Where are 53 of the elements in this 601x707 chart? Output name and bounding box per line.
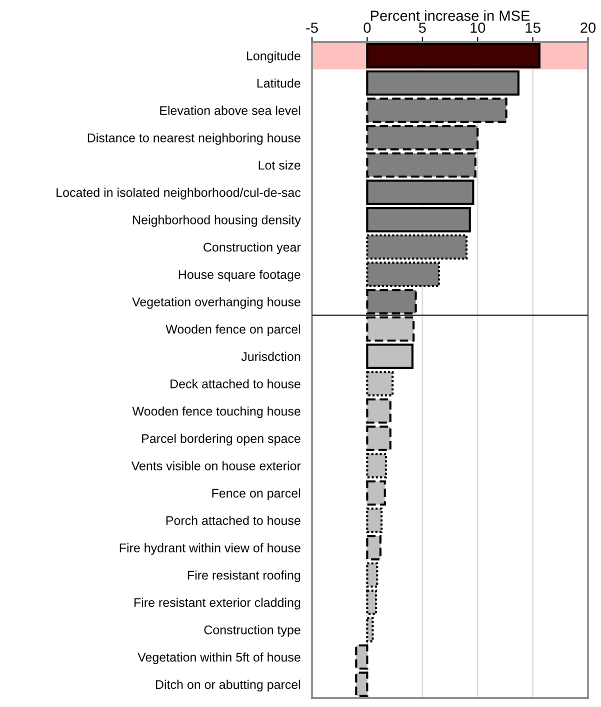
bar: [355, 672, 368, 697]
y-tick-label: Vegetation within 5ft of house: [138, 652, 300, 664]
bar: [366, 371, 394, 396]
y-tick-label: Parcel bordering open space: [142, 434, 300, 446]
y-tick-label: Construction year: [204, 242, 301, 254]
bar: [366, 180, 474, 205]
y-tick-label: Fire hydrant within view of house: [120, 543, 300, 555]
bar: [366, 234, 468, 260]
bar: [366, 398, 392, 424]
y-tick-label: Lot size: [258, 160, 300, 170]
y-tick-label: Located in isolated neighborhood/cul-de-sac: [56, 188, 301, 200]
x-tick-label: 20: [580, 22, 596, 33]
y-tick-label: Porch attached to house: [166, 516, 300, 525]
x-tick-label: 5: [418, 22, 426, 33]
bar: [366, 125, 479, 150]
bar: [366, 344, 414, 369]
bar: [366, 289, 417, 314]
bar: [366, 426, 392, 451]
y-tick-label: Ditch on or abutting parcel: [156, 680, 300, 692]
y-tick-label: Latitude: [257, 78, 300, 88]
bar: [366, 453, 388, 478]
y-tick-label: Construction type: [204, 625, 300, 637]
y-tick-label: Elevation above sea level: [160, 106, 300, 115]
y-tick-label: Neighborhood housing density: [133, 215, 301, 227]
y-tick-label: Vents visible on house exterior: [131, 461, 301, 470]
y-tick-label: Wooden fence on parcel: [166, 324, 300, 336]
y-tick-label: Fire resistant roofing: [188, 570, 300, 582]
bar: [366, 316, 415, 342]
y-tick-label: Wooden fence touching house: [132, 406, 300, 418]
bar: [366, 207, 471, 232]
bar: [366, 152, 476, 178]
y-tick-label: Fire resistant exterior cladding: [134, 598, 300, 610]
y-tick-label: Distance to nearest neighboring house: [88, 133, 300, 145]
x-tick-label: 15: [526, 22, 540, 33]
x-tick-label: -5: [306, 22, 318, 33]
x-tick-label: 10: [470, 22, 486, 33]
bar: [355, 644, 368, 670]
bar: [366, 508, 383, 533]
y-tick-label: Deck attached to house: [170, 379, 300, 388]
bar: [366, 480, 386, 506]
x-axis-title: Percent increase in MSE: [370, 10, 530, 21]
bar: [366, 562, 378, 588]
y-tick-label: House square footage: [178, 270, 300, 282]
x-tick-label: 0: [364, 22, 371, 33]
bar: [366, 617, 374, 642]
y-tick-label: Longitude: [247, 51, 300, 63]
y-tick-label: Jurisdction: [241, 352, 300, 361]
bar: [366, 535, 382, 560]
bar: [366, 590, 378, 615]
y-tick-label: Vegetation overhanging house: [132, 297, 300, 309]
y-tick-label: Fence on parcel: [212, 488, 300, 500]
bar: [366, 262, 440, 287]
bar: [366, 98, 508, 123]
